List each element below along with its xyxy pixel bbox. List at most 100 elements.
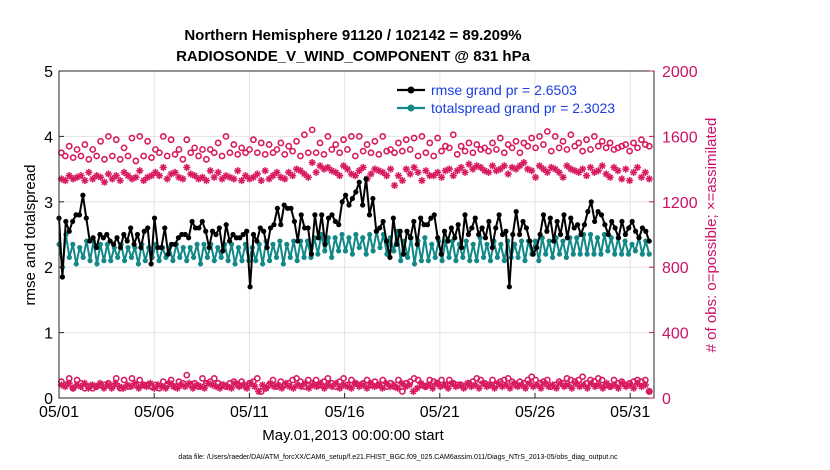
rmse-point — [581, 222, 588, 228]
obs-possible-high-marker — [73, 146, 81, 153]
obs-assimilated-high-marker — [414, 168, 422, 176]
obs-assimilated-high-marker — [410, 163, 418, 172]
y-tick-label: 4 — [44, 129, 53, 146]
obs-possible-high-marker — [347, 132, 355, 140]
obs-possible-high-marker — [250, 136, 257, 144]
rmse-point — [592, 218, 598, 225]
obs-assimilated-high-marker — [579, 165, 587, 173]
rmse-point — [250, 231, 257, 238]
obs-assimilated-low-marker — [460, 384, 468, 392]
obs-possible-high-marker — [590, 132, 598, 140]
obs-possible-high-marker — [512, 137, 520, 145]
obs-possible-high-marker — [108, 152, 116, 160]
obs-assimilated-high-marker — [398, 176, 406, 185]
rmse-point — [530, 251, 536, 257]
totalspread-point — [170, 258, 176, 264]
obs-possible-high-marker — [626, 147, 634, 155]
rmse-point — [469, 225, 475, 231]
obs-possible-high-marker — [520, 139, 528, 147]
obs-assimilated-high-marker — [140, 176, 148, 185]
obs-possible-low-marker — [312, 376, 320, 384]
rmse-point — [336, 222, 342, 228]
obs-assimilated-high-marker — [61, 176, 69, 185]
obs-assimilated-low-marker — [313, 382, 321, 391]
obs-assimilated-high-marker — [210, 173, 218, 181]
rmse-point — [551, 238, 557, 244]
obs-possible-high-marker — [242, 149, 249, 157]
obs-assimilated-high-marker — [606, 173, 614, 181]
obs-assimilated-low-marker — [367, 379, 375, 387]
obs-possible-high-marker — [101, 155, 108, 163]
obs-assimilated-high-marker — [159, 163, 167, 172]
obs-assimilated-low-marker — [173, 384, 182, 392]
totalspread-point — [225, 258, 231, 264]
rmse-point — [100, 235, 106, 241]
totalspread-point — [429, 241, 435, 247]
totalspread-point — [549, 254, 556, 260]
totalspread-point — [215, 244, 221, 251]
obs-possible-high-marker — [449, 131, 457, 139]
obs-assimilated-high-marker — [171, 168, 179, 176]
obs-assimilated-low-marker — [185, 379, 193, 387]
obs-assimilated-high-marker — [163, 175, 171, 183]
rmse-point — [346, 202, 352, 208]
obs-assimilated-high-marker — [136, 167, 144, 175]
totalspread-point — [501, 258, 507, 264]
obs-assimilated-low-marker — [568, 384, 576, 392]
obs-possible-high-marker — [191, 144, 199, 152]
totalspread-point — [197, 261, 204, 267]
rmse-point — [561, 212, 567, 218]
obs-assimilated-low-marker — [80, 379, 89, 387]
rmse-point — [349, 195, 356, 202]
rmse-point — [209, 228, 216, 234]
x-tick-label: 05/16 — [325, 404, 365, 421]
rmse-point — [503, 228, 509, 234]
totalspread-point — [487, 258, 494, 264]
rmse-point — [240, 231, 246, 238]
obs-assimilated-high-marker — [96, 173, 105, 181]
obs-possible-high-marker — [308, 126, 316, 134]
obs-possible-high-marker — [492, 146, 500, 153]
y-tick-label: 1 — [44, 326, 53, 343]
obs-possible-high-marker — [524, 142, 532, 150]
rmse-point — [380, 218, 386, 225]
rmse-point — [70, 218, 76, 225]
obs-possible-high-marker — [61, 152, 69, 160]
obs-possible-high-marker — [367, 149, 375, 157]
rmse-point — [312, 212, 318, 218]
rmse-line — [58, 177, 651, 288]
obs-assimilated-high-marker — [559, 173, 567, 181]
rmse-point — [506, 284, 512, 290]
rmse-point — [499, 231, 506, 238]
obs-assimilated-high-marker — [555, 168, 563, 176]
obs-possible-high-marker — [375, 150, 383, 158]
rmse-point — [76, 212, 83, 218]
obs-possible-high-marker — [324, 132, 332, 140]
totalspread-point — [187, 244, 193, 251]
obs-assimilated-high-marker — [104, 170, 113, 178]
totalspread-point — [605, 248, 611, 254]
totalspread-point — [587, 231, 594, 238]
obs-assimilated-high-marker — [633, 163, 642, 172]
y-axis-left: 0 1 2 3 4 5 — [44, 64, 64, 408]
obs-assimilated-low-marker — [262, 384, 270, 392]
obs-possible-high-marker — [587, 146, 594, 153]
rmse-point — [486, 218, 492, 225]
rmse-point — [261, 228, 267, 234]
obs-possible-high-marker — [159, 132, 167, 140]
obs-possible-high-marker — [630, 139, 637, 147]
obs-possible-low-marker — [128, 374, 136, 382]
rmse-point — [107, 238, 113, 244]
obs-possible-high-marker — [465, 139, 473, 147]
totalspread-point — [601, 231, 607, 238]
legend-spread-marker — [407, 104, 415, 112]
totalspread-point — [266, 258, 273, 264]
totalspread-point — [474, 258, 480, 264]
obs-possible-high-marker — [430, 152, 438, 160]
obs-possible-high-marker — [206, 146, 214, 153]
totalspread-point — [460, 254, 466, 260]
obs-assimilated-high-marker — [191, 172, 199, 180]
obs-assimilated-high-marker — [179, 175, 187, 183]
obs-possible-high-marker — [218, 152, 226, 160]
rmse-point — [124, 238, 130, 244]
